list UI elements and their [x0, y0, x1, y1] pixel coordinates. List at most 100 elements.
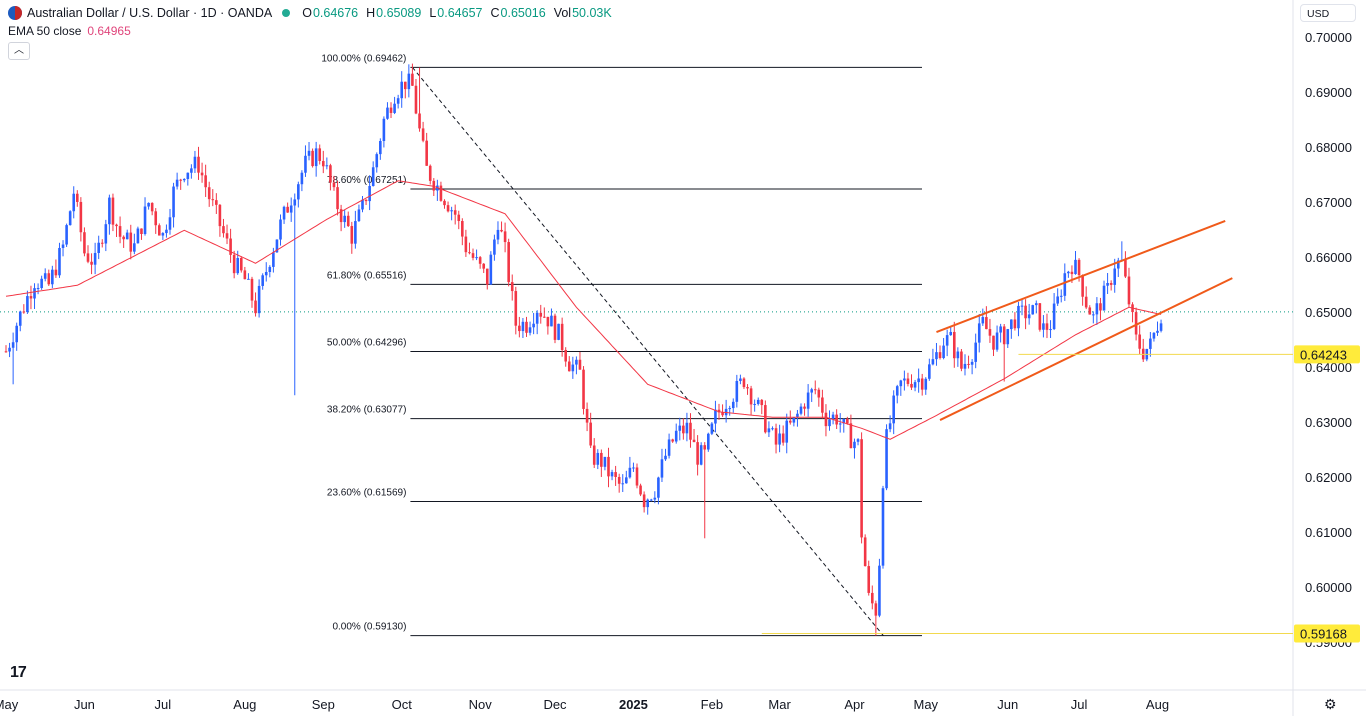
candle-body — [297, 184, 300, 200]
candle-body — [1042, 323, 1045, 330]
ema-indicator-legend[interactable]: EMA 50 close 0.64965 — [8, 24, 131, 38]
y-tick-label: 0.67000 — [1305, 195, 1352, 210]
candle-body — [1134, 312, 1138, 335]
candle-body — [1138, 334, 1141, 349]
candle-body — [717, 409, 721, 413]
candle-body — [913, 382, 917, 388]
open-value: O0.64676 — [302, 6, 359, 20]
candle-body — [361, 199, 364, 210]
candle-body — [920, 378, 924, 390]
candle-body — [995, 332, 999, 350]
y-tick-label: 0.61000 — [1305, 525, 1352, 540]
candle-body — [197, 156, 200, 173]
fib-level-label: 100.00% (0.69462) — [321, 53, 406, 64]
x-tick-label: May — [0, 697, 19, 712]
candle-body — [685, 422, 689, 434]
candle-body — [614, 472, 617, 477]
y-tick-label: 0.60000 — [1305, 580, 1352, 595]
x-tick-label: Jun — [74, 697, 95, 712]
candle-body — [72, 193, 76, 212]
candle-body — [418, 113, 421, 129]
price-label-text: 0.59168 — [1300, 627, 1347, 642]
candle-body — [268, 266, 272, 272]
candle-body — [115, 224, 118, 227]
candle-body — [1152, 332, 1156, 339]
candle-body — [981, 317, 985, 324]
candle-body — [935, 352, 938, 360]
candle-body — [496, 229, 500, 240]
candle-body — [870, 592, 874, 604]
candle-body — [222, 226, 225, 234]
candle-body — [535, 312, 539, 324]
candle-body — [1013, 319, 1017, 329]
candle-body — [842, 418, 846, 424]
candle-body — [617, 476, 621, 484]
candle-body — [692, 439, 696, 443]
candle-body — [1124, 259, 1127, 277]
candle-body — [824, 412, 828, 427]
candle-body — [243, 270, 247, 280]
x-tick-label: Jun — [997, 697, 1018, 712]
x-tick-label: Nov — [469, 697, 493, 712]
candle-body — [628, 467, 632, 478]
candle-body — [682, 425, 685, 434]
candle-body — [318, 148, 322, 161]
collapse-legend-button[interactable]: ︿ — [8, 42, 30, 60]
x-tick-label: Aug — [233, 697, 256, 712]
candle-body — [371, 167, 375, 187]
candle-body — [878, 565, 881, 616]
x-tick-label: Sep — [312, 697, 335, 712]
candle-body — [58, 247, 61, 276]
y-tick-label: 0.70000 — [1305, 30, 1352, 45]
candle-body — [275, 239, 279, 253]
candle-body — [165, 229, 168, 234]
candle-body — [289, 205, 293, 213]
symbol-title[interactable]: Australian Dollar / U.S. Dollar · 1D · O… — [27, 6, 273, 20]
candle-body — [970, 361, 974, 365]
candle-body — [407, 73, 411, 90]
candle-body — [450, 210, 453, 212]
candle-body — [61, 244, 65, 248]
candle-body — [596, 452, 600, 465]
candle-body — [154, 211, 158, 226]
candle-body — [393, 103, 396, 113]
candle-body — [1081, 275, 1084, 297]
candle-body — [703, 445, 707, 450]
candle-body — [168, 217, 172, 230]
candle-body — [218, 204, 222, 227]
candle-body — [475, 257, 478, 259]
candle-body — [1113, 268, 1117, 285]
candle-body — [411, 73, 414, 86]
candle-body — [36, 288, 40, 290]
candle-body — [649, 499, 653, 501]
x-tick-label: May — [913, 697, 938, 712]
candle-body — [193, 156, 197, 169]
candle-body — [403, 81, 407, 90]
candle-body — [22, 311, 26, 313]
candle-body — [881, 488, 885, 566]
candle-body — [731, 401, 735, 409]
candle-body — [1059, 295, 1063, 297]
close-value: C0.65016 — [490, 6, 546, 20]
candle-body — [539, 312, 543, 317]
candle-body — [76, 193, 79, 202]
candle-body — [507, 242, 510, 283]
currency-selector[interactable]: USD — [1300, 4, 1356, 22]
candle-body — [653, 497, 657, 500]
candle-body — [47, 273, 51, 285]
candle-body — [1088, 307, 1092, 315]
ohlc-legend: O0.64676 H0.65089 L0.64657 C0.65016 Vol5… — [302, 6, 612, 20]
candle-body — [336, 187, 339, 210]
candle-body — [514, 291, 518, 326]
candle-body — [553, 315, 557, 340]
gear-icon[interactable]: ⚙ — [1324, 696, 1337, 712]
candle-body — [190, 168, 193, 173]
candle-body — [945, 335, 949, 346]
candle-body — [354, 221, 357, 244]
y-tick-label: 0.63000 — [1305, 415, 1352, 430]
y-tick-label: 0.69000 — [1305, 85, 1352, 100]
candle-body — [1092, 314, 1095, 316]
candle-body — [90, 261, 93, 265]
candle-body — [443, 200, 446, 206]
